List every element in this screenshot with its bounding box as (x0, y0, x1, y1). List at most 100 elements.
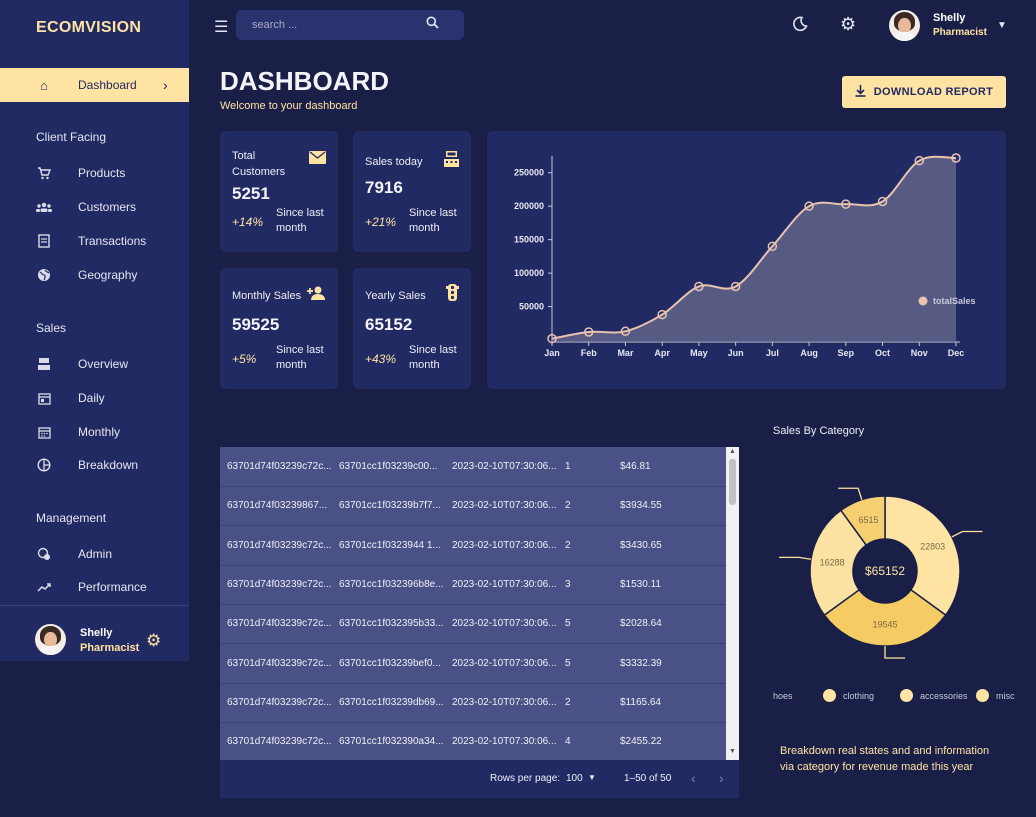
sidebar-item-dashboard[interactable]: ⌂ Dashboard › (0, 68, 189, 102)
data-point (914, 155, 925, 166)
cart-icon (36, 165, 52, 181)
donut-total: $65152 (865, 564, 905, 578)
stat-title: Total Customers (232, 150, 286, 178)
search-icon[interactable] (426, 16, 439, 32)
table-row[interactable]: 63701d74f03239c72c... 63701cc1f03239c00..… (220, 447, 726, 487)
sidebar-item-breakdown[interactable]: Breakdown (0, 448, 189, 482)
rows-per-page-select[interactable]: 100 (566, 773, 583, 784)
category-slice (839, 495, 886, 547)
table-row[interactable]: 63701d74f03239c72c... 63701cc1f03239db69.… (220, 683, 726, 723)
table-cell: 1 (565, 461, 571, 472)
sidebar-item-customers[interactable]: Customers (0, 190, 189, 224)
table-cell: $1165.64 (620, 696, 661, 708)
table-row[interactable]: 63701d74f03239c72c... 63701cc1f032395b33.… (220, 604, 726, 645)
stat-value: 65152 (365, 315, 413, 334)
search-input[interactable] (252, 17, 412, 33)
table-cell: 63701cc1f032395b33... (339, 618, 444, 630)
x-tick-label: Aug (800, 348, 818, 358)
sidebar-item-label: Daily (78, 391, 105, 405)
legend-dot (976, 689, 989, 702)
avatar (35, 624, 66, 655)
table-cell: 63701cc1f03239b7f7... (339, 500, 441, 512)
table-cell: 2 (565, 500, 571, 512)
group-icon (36, 199, 52, 215)
user-name: Shelly (933, 12, 966, 24)
download-report-button[interactable]: DOWNLOAD REPORT (842, 76, 1006, 108)
slice-leader (779, 556, 812, 560)
sidebar-item-products[interactable]: Products (0, 156, 189, 190)
table-cell: 2023-02-10T07:30:06... (452, 618, 557, 630)
sidebar-item-label: Customers (78, 200, 137, 214)
section-management: Management (36, 511, 107, 525)
avatar (889, 10, 920, 41)
download-report-label: DOWNLOAD REPORT (873, 86, 994, 98)
category-description: Breakdown real states and and informatio… (780, 745, 990, 773)
table-scrollbar[interactable]: ▲ ▼ (726, 447, 739, 760)
x-tick-label: Sep (838, 348, 855, 358)
scroll-down-icon[interactable]: ▼ (729, 748, 736, 755)
legend-dot (823, 689, 836, 702)
data-point (694, 281, 704, 292)
sidebar-item-label: Products (78, 166, 126, 180)
x-tick-label: Dec (948, 348, 965, 358)
table-cell: $3430.65 (620, 539, 662, 551)
table-cell: $3934.55 (620, 500, 662, 512)
sidebar-item-overview[interactable]: Overview (0, 347, 189, 381)
next-page-icon[interactable]: › (719, 770, 724, 786)
table-row[interactable]: 63701d74f03239c72c... 63701cc1f032396b8e.… (220, 565, 726, 605)
traffic-icon (446, 284, 459, 306)
dark-mode-icon[interactable] (792, 16, 808, 37)
trending-up-icon (36, 579, 52, 595)
chevron-down-icon[interactable]: ▼ (588, 773, 596, 782)
settings-icon[interactable]: ⚙ (840, 14, 857, 34)
table-cell: 2023-02-10T07:30:06... (452, 696, 557, 708)
stat-card-total-customers: Total Customers 5251 +14% Since last mon… (220, 131, 338, 252)
sidebar-item-label: Performance (78, 580, 147, 594)
table-cell: 5 (565, 657, 571, 669)
table-cell: 63701d74f03239c72c... (227, 578, 332, 590)
stat-card-sales-today: Sales today 7916 +21% Since last month (353, 131, 471, 252)
stat-title: Yearly Sales (365, 290, 426, 302)
donut-hole (854, 540, 916, 602)
pie-chart-icon (36, 457, 52, 473)
menu-icon[interactable]: ☰ (214, 19, 229, 36)
table-cell: 2023-02-10T07:30:06... (452, 657, 557, 669)
category-slice (884, 495, 961, 617)
stat-value: 59525 (232, 315, 280, 334)
sidebar-item-transactions[interactable]: Transactions (0, 224, 189, 258)
table-row[interactable]: 63701d74f03239c72c... 63701cc1f03239bef0.… (220, 644, 726, 684)
sidebar-item-geography[interactable]: Geography (0, 258, 189, 292)
legend-label: misc (996, 691, 1015, 701)
gear-icon[interactable]: ⚙ (146, 631, 162, 650)
x-tick-label: Jan (544, 348, 560, 358)
admin-settings-icon (36, 546, 52, 562)
sidebar-item-admin[interactable]: Admin (0, 537, 189, 571)
pagination-range: 1–50 of 50 (624, 773, 672, 784)
sidebar-item-daily[interactable]: Daily (0, 381, 189, 415)
stat-value: 7916 (365, 178, 403, 197)
home-icon: ⌂ (40, 77, 48, 93)
data-point (730, 281, 741, 292)
table-cell: 2023-02-10T07:30:06... (452, 578, 557, 590)
x-tick-label: Oct (875, 348, 890, 358)
table-row[interactable]: 63701d74f03239c72c... 63701cc1f032390a34.… (220, 722, 726, 760)
previous-page-icon[interactable]: ‹ (691, 770, 696, 786)
sales-by-category-title: Sales By Category (773, 425, 865, 437)
stat-title: Sales today (365, 156, 423, 168)
scroll-thumb[interactable] (729, 459, 736, 505)
table-row[interactable]: 63701d74f03239c72c... 63701cc1f0323944 1.… (220, 526, 726, 566)
sidebar-item-performance[interactable]: Performance (0, 570, 189, 604)
chevron-right-icon: › (163, 77, 168, 93)
sidebar-item-monthly[interactable]: Monthly (0, 415, 189, 449)
sidebar-item-label: Admin (78, 547, 113, 561)
table-row[interactable]: 63701d74f03239867... 63701cc1f03239b7f7..… (220, 486, 726, 527)
scroll-up-icon[interactable]: ▲ (729, 448, 736, 455)
section-sales: Sales (36, 321, 67, 335)
data-point (841, 199, 851, 209)
sidebar-item-label: Overview (78, 357, 129, 371)
slice-leader (884, 646, 905, 659)
user-name: Shelly (80, 627, 113, 639)
chevron-down-icon[interactable]: ▼ (997, 20, 1007, 31)
slice-label: 6515 (858, 515, 878, 525)
table-body: 63701d74f03239c72c... 63701cc1f03239c00..… (220, 447, 739, 760)
